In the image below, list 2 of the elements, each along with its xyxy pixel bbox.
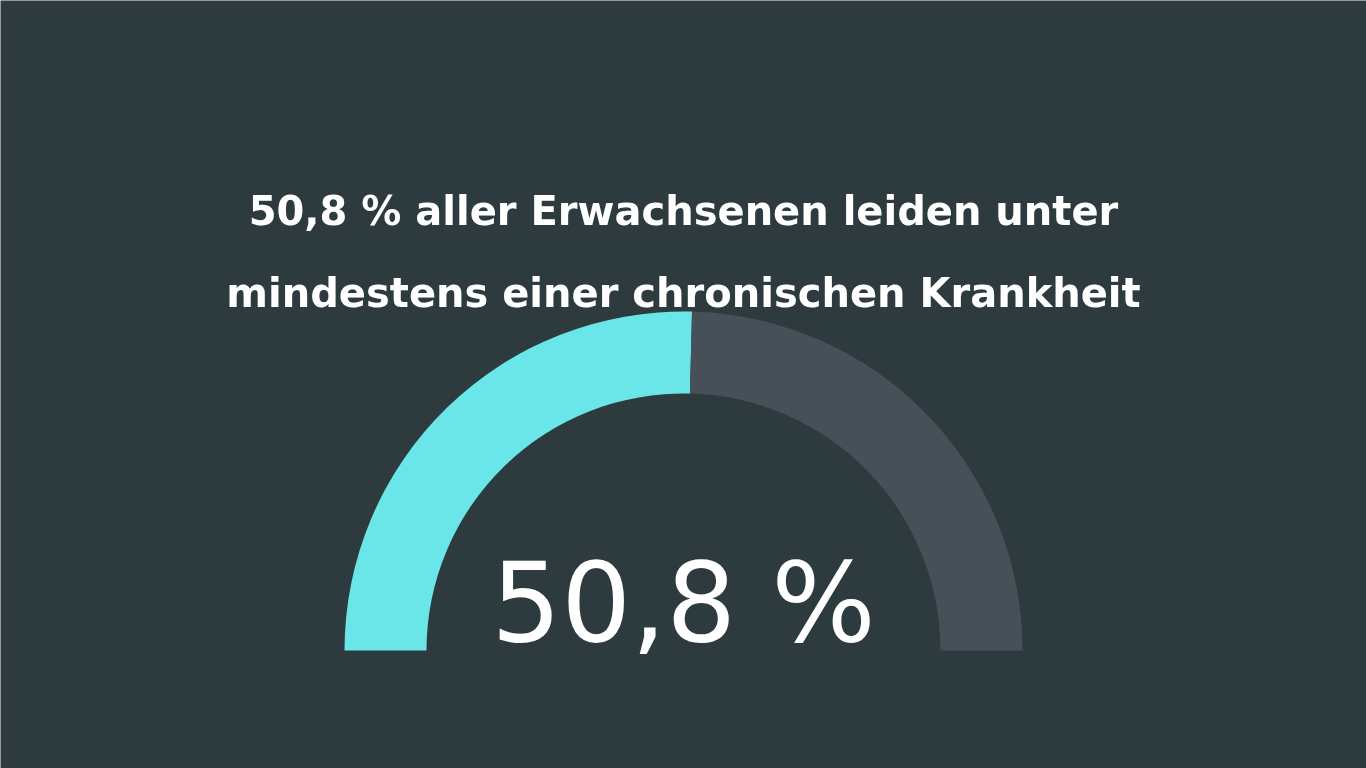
chart-title: 50,8 % aller Erwachsenen leiden unter mindestens einer chronischen Krankheit	[226, 187, 1141, 316]
data-label: 50,8 %	[491, 538, 876, 667]
